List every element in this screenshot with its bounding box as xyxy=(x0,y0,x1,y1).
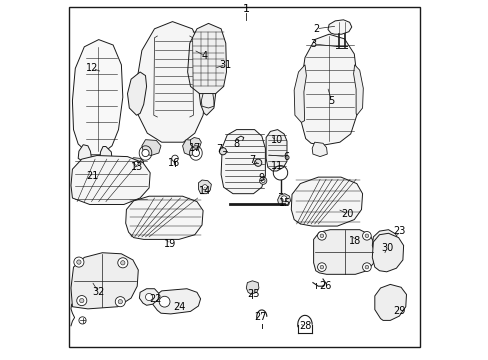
Text: 20: 20 xyxy=(341,209,353,219)
Text: 26: 26 xyxy=(319,281,331,291)
Circle shape xyxy=(121,261,125,265)
Circle shape xyxy=(77,260,81,264)
Text: 30: 30 xyxy=(380,243,392,253)
Circle shape xyxy=(115,297,125,307)
Circle shape xyxy=(261,179,264,183)
Text: 12: 12 xyxy=(86,63,99,73)
Polygon shape xyxy=(311,142,326,157)
Text: 6: 6 xyxy=(283,152,289,162)
Text: 5: 5 xyxy=(328,96,334,106)
Circle shape xyxy=(159,296,170,307)
Text: 11: 11 xyxy=(270,161,283,171)
Text: 29: 29 xyxy=(392,306,405,316)
Text: 27: 27 xyxy=(254,312,266,322)
Text: 1: 1 xyxy=(243,4,249,14)
Circle shape xyxy=(281,196,286,202)
Text: 18: 18 xyxy=(348,236,361,246)
Text: 13: 13 xyxy=(131,162,143,172)
Circle shape xyxy=(134,161,139,166)
Polygon shape xyxy=(313,230,373,274)
Text: 16: 16 xyxy=(168,158,180,168)
Text: 22: 22 xyxy=(149,294,162,304)
Polygon shape xyxy=(182,140,199,156)
Circle shape xyxy=(365,265,368,269)
Polygon shape xyxy=(198,180,211,194)
Text: 9: 9 xyxy=(258,173,264,183)
Polygon shape xyxy=(265,130,286,171)
Circle shape xyxy=(79,317,86,324)
Circle shape xyxy=(142,149,149,157)
Circle shape xyxy=(77,296,87,306)
Text: 14: 14 xyxy=(198,186,211,196)
Polygon shape xyxy=(142,140,161,156)
Polygon shape xyxy=(374,284,406,320)
Circle shape xyxy=(145,293,152,301)
Text: 7: 7 xyxy=(249,155,255,165)
Polygon shape xyxy=(136,22,206,142)
Polygon shape xyxy=(127,72,146,115)
Text: 2: 2 xyxy=(313,24,319,34)
Circle shape xyxy=(171,155,178,162)
Polygon shape xyxy=(371,233,403,272)
Text: 4: 4 xyxy=(202,51,207,61)
Text: 25: 25 xyxy=(246,289,259,299)
Polygon shape xyxy=(201,94,213,108)
Circle shape xyxy=(219,148,226,155)
Polygon shape xyxy=(71,156,150,204)
Circle shape xyxy=(118,300,122,304)
Text: 7: 7 xyxy=(216,144,222,154)
Text: 24: 24 xyxy=(173,302,185,312)
Text: 10: 10 xyxy=(270,135,283,145)
Circle shape xyxy=(362,263,370,271)
Circle shape xyxy=(80,298,84,303)
Text: 21: 21 xyxy=(86,171,99,181)
Polygon shape xyxy=(78,145,91,162)
Polygon shape xyxy=(277,194,290,204)
Text: 8: 8 xyxy=(233,139,239,149)
Circle shape xyxy=(118,258,127,268)
Circle shape xyxy=(362,231,370,240)
Circle shape xyxy=(259,177,266,184)
Polygon shape xyxy=(353,65,363,115)
Polygon shape xyxy=(190,138,201,148)
Text: 32: 32 xyxy=(92,287,104,297)
Circle shape xyxy=(317,231,325,240)
Polygon shape xyxy=(130,158,143,169)
Text: 23: 23 xyxy=(392,226,405,236)
Text: 17: 17 xyxy=(188,143,201,153)
Text: 31: 31 xyxy=(219,60,231,70)
Circle shape xyxy=(317,263,325,271)
Polygon shape xyxy=(72,40,122,155)
Circle shape xyxy=(365,234,368,238)
Polygon shape xyxy=(125,196,203,239)
Polygon shape xyxy=(198,72,215,115)
Polygon shape xyxy=(152,289,200,314)
Text: 3: 3 xyxy=(310,39,316,49)
Circle shape xyxy=(192,149,199,157)
Polygon shape xyxy=(139,289,159,305)
Polygon shape xyxy=(291,177,362,226)
Circle shape xyxy=(202,185,207,190)
Polygon shape xyxy=(327,20,351,34)
Polygon shape xyxy=(71,253,138,309)
Polygon shape xyxy=(246,281,258,294)
Polygon shape xyxy=(187,23,226,94)
Polygon shape xyxy=(100,147,112,163)
Polygon shape xyxy=(371,230,398,256)
Circle shape xyxy=(254,159,261,166)
Circle shape xyxy=(320,234,323,238)
Polygon shape xyxy=(300,34,357,145)
Circle shape xyxy=(320,265,323,269)
Text: 15: 15 xyxy=(279,198,291,208)
Circle shape xyxy=(74,257,84,267)
Text: 19: 19 xyxy=(163,239,176,249)
Text: 28: 28 xyxy=(299,321,311,331)
Polygon shape xyxy=(221,130,265,194)
Polygon shape xyxy=(294,65,306,122)
